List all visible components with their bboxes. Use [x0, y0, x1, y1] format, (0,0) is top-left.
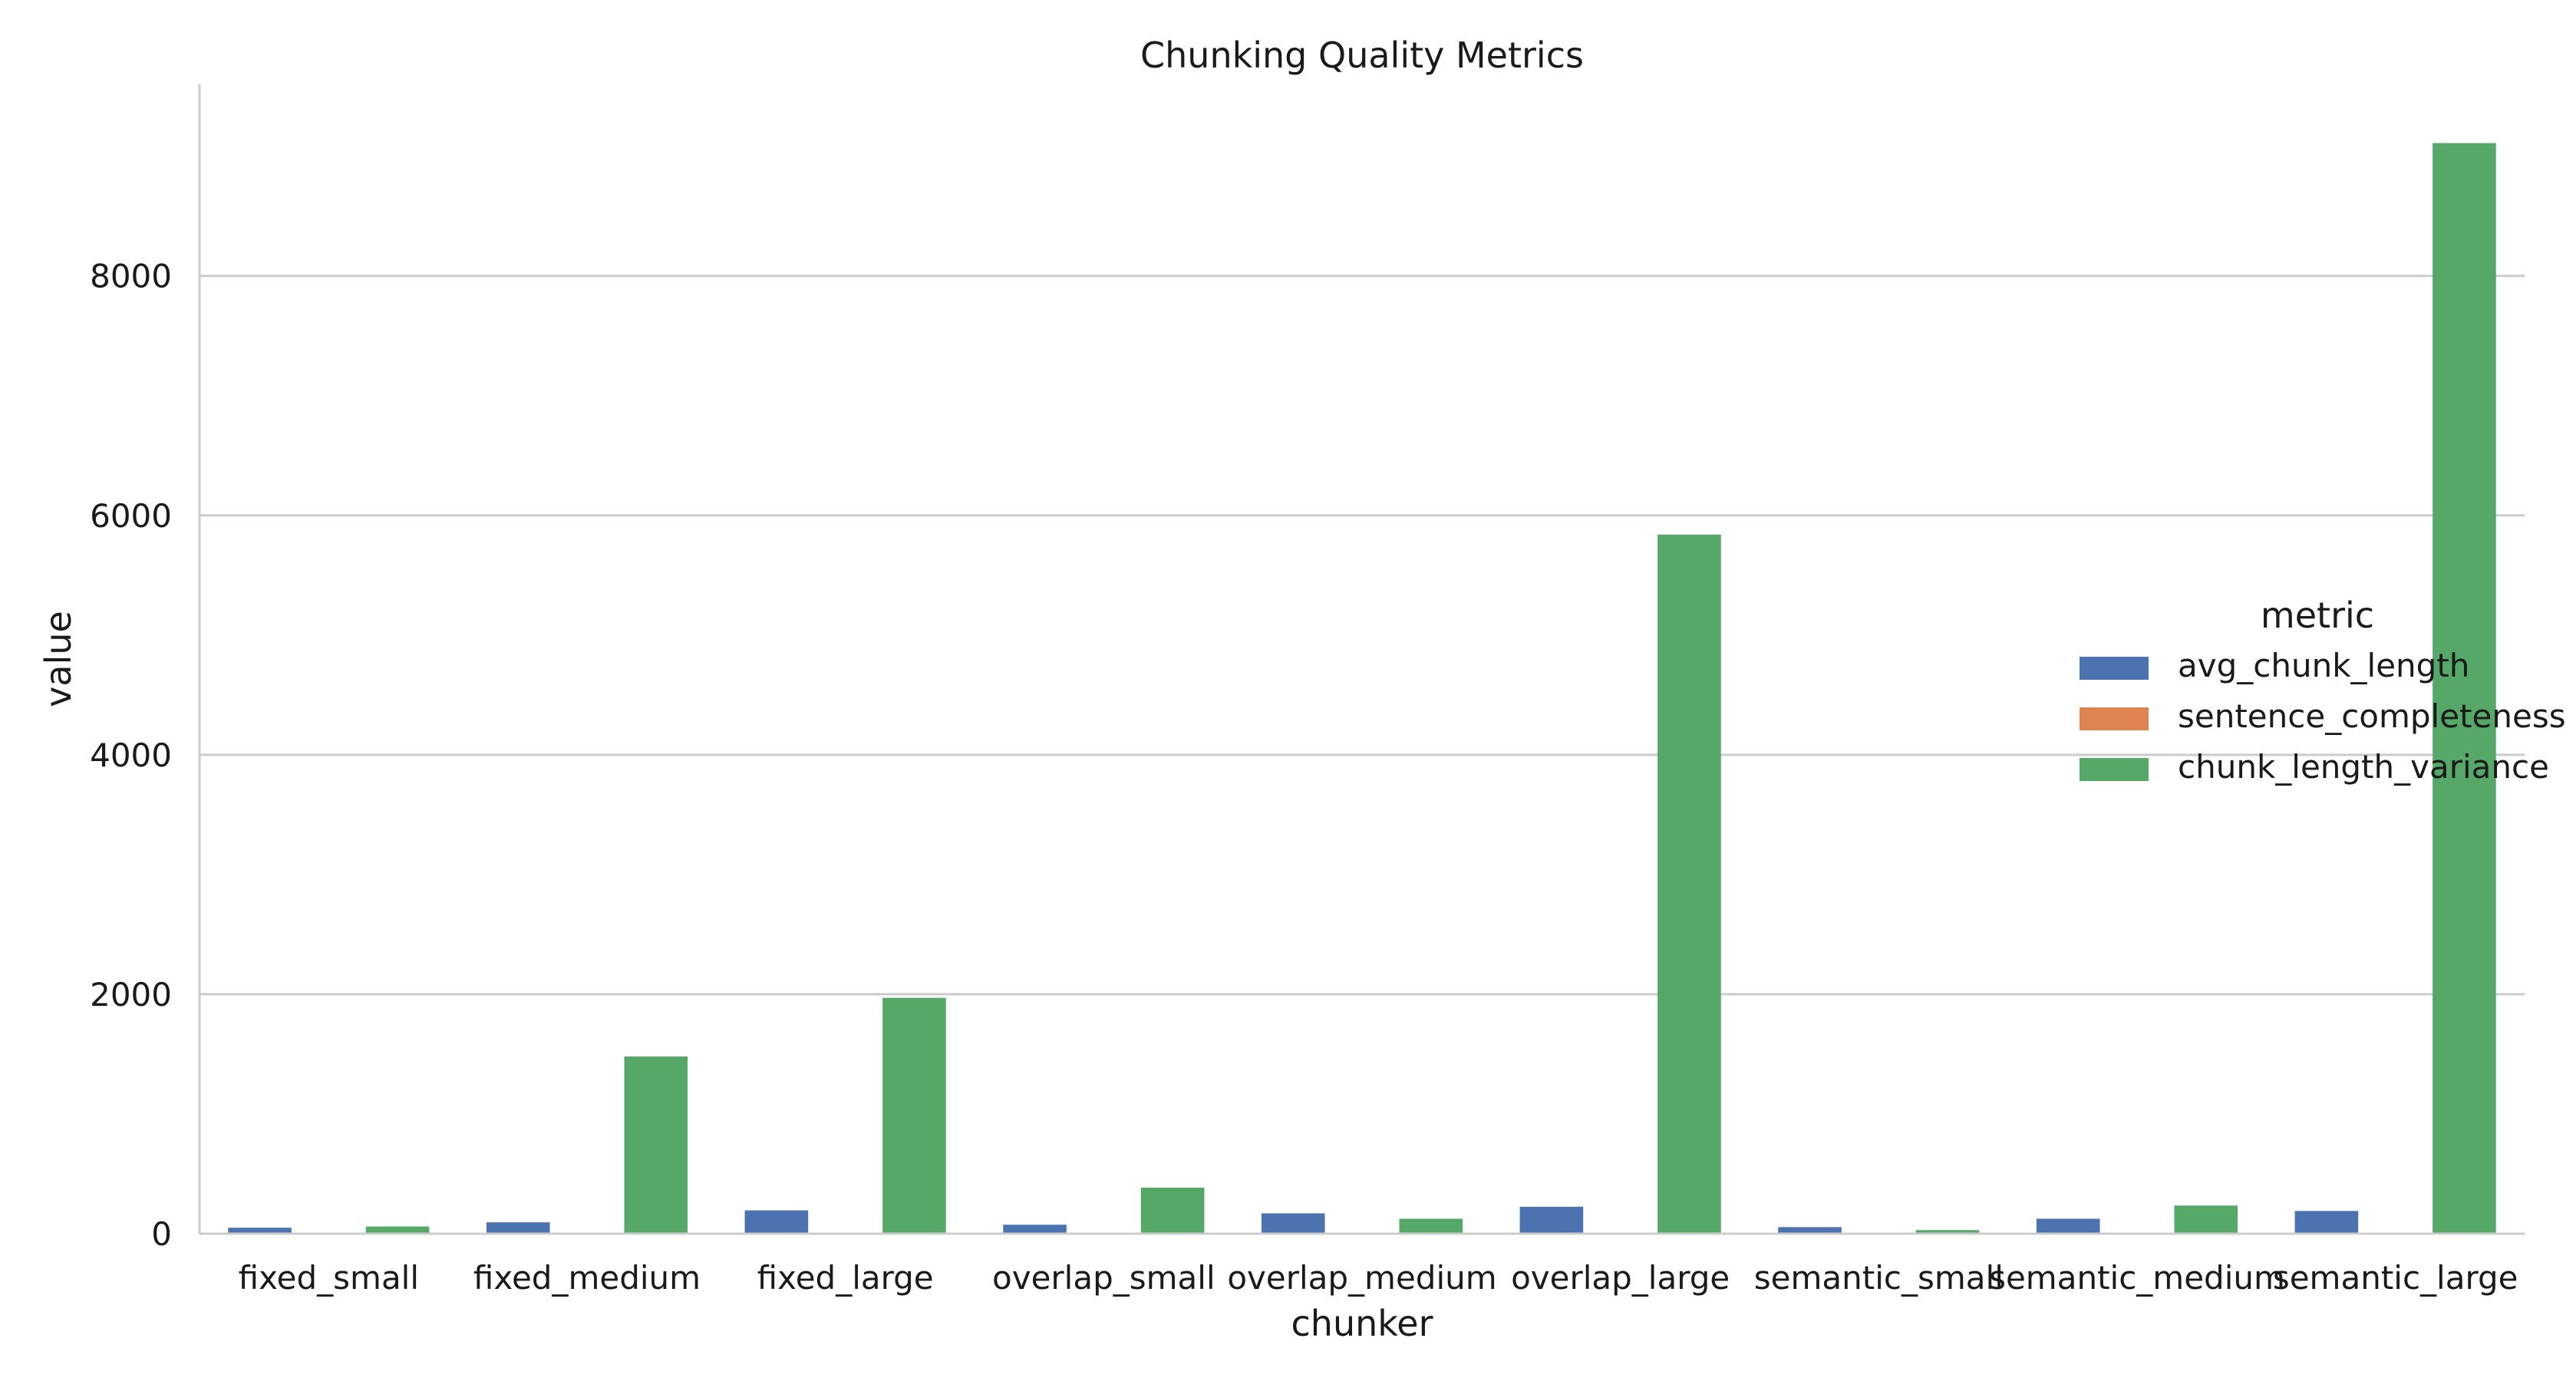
- x-tick-label: semantic_medium: [1989, 1259, 2285, 1297]
- chart-title: Chunking Quality Metrics: [1140, 35, 1584, 76]
- bar-chunk_length_variance-semantic_small: [1915, 1230, 1980, 1234]
- y-tick-label: 2000: [90, 976, 172, 1014]
- x-axis-label: chunker: [1291, 1303, 1433, 1344]
- bar-avg_chunk_length-overlap_small: [1003, 1224, 1067, 1234]
- gridlines: [200, 275, 2525, 996]
- axes: [198, 84, 2525, 1235]
- legend-label: avg_chunk_length: [2178, 647, 2469, 684]
- x-tick-label: fixed_medium: [473, 1259, 701, 1297]
- bar-chunk_length_variance-overlap_small: [1140, 1187, 1205, 1234]
- x-tick-label: overlap_medium: [1227, 1259, 1496, 1297]
- bars: [228, 143, 2496, 1234]
- legend-title: metric: [2261, 595, 2374, 636]
- bar-chunk_length_variance-semantic_large: [2433, 143, 2496, 1234]
- y-tick-label: 0: [151, 1215, 172, 1253]
- legend-label: sentence_completeness: [2178, 697, 2566, 735]
- y-axis-label: value: [38, 611, 79, 707]
- y-tick-label: 8000: [90, 258, 172, 295]
- legend-swatch: [2080, 707, 2149, 730]
- bar-avg_chunk_length-overlap_medium: [1261, 1213, 1325, 1234]
- bar-avg_chunk_length-fixed_medium: [486, 1222, 550, 1234]
- x-tick-label: overlap_small: [992, 1259, 1215, 1297]
- bar-avg_chunk_length-overlap_large: [1519, 1206, 1584, 1234]
- x-tick-label: semantic_small: [1754, 1259, 2004, 1297]
- bar-avg_chunk_length-semantic_large: [2294, 1211, 2359, 1234]
- bar-avg_chunk_length-fixed_large: [744, 1210, 809, 1234]
- x-tick-label: overlap_large: [1511, 1259, 1730, 1297]
- bar-chunk_length_variance-fixed_small: [365, 1226, 430, 1234]
- y-tick-label: 4000: [90, 737, 172, 774]
- bar-avg_chunk_length-fixed_small: [228, 1228, 292, 1234]
- bar-chunk_length_variance-fixed_medium: [624, 1056, 688, 1234]
- legend-label: chunk_length_variance: [2178, 748, 2549, 786]
- legend-swatch: [2080, 657, 2149, 680]
- bar-avg_chunk_length-semantic_medium: [2036, 1218, 2100, 1234]
- bar-avg_chunk_length-semantic_small: [1778, 1227, 1842, 1234]
- bar-chunk_length_variance-fixed_large: [882, 997, 946, 1234]
- bar-chunk_length_variance-semantic_medium: [2174, 1205, 2238, 1234]
- bar-chunk_length_variance-overlap_large: [1657, 534, 1721, 1234]
- y-tick-label: 6000: [90, 497, 172, 535]
- tick-labels: 0 2000 4000 6000 8000 fixed_small fixed_medium…: [90, 258, 2518, 1297]
- x-tick-label: fixed_large: [757, 1259, 934, 1297]
- x-tick-label: fixed_small: [239, 1259, 419, 1297]
- bar-chunk_length_variance-overlap_medium: [1399, 1218, 1463, 1234]
- legend-swatch: [2080, 758, 2149, 781]
- x-tick-label: semantic_large: [2273, 1259, 2518, 1297]
- legend: metric avg_chunk_length sentence_complete…: [2080, 595, 2566, 786]
